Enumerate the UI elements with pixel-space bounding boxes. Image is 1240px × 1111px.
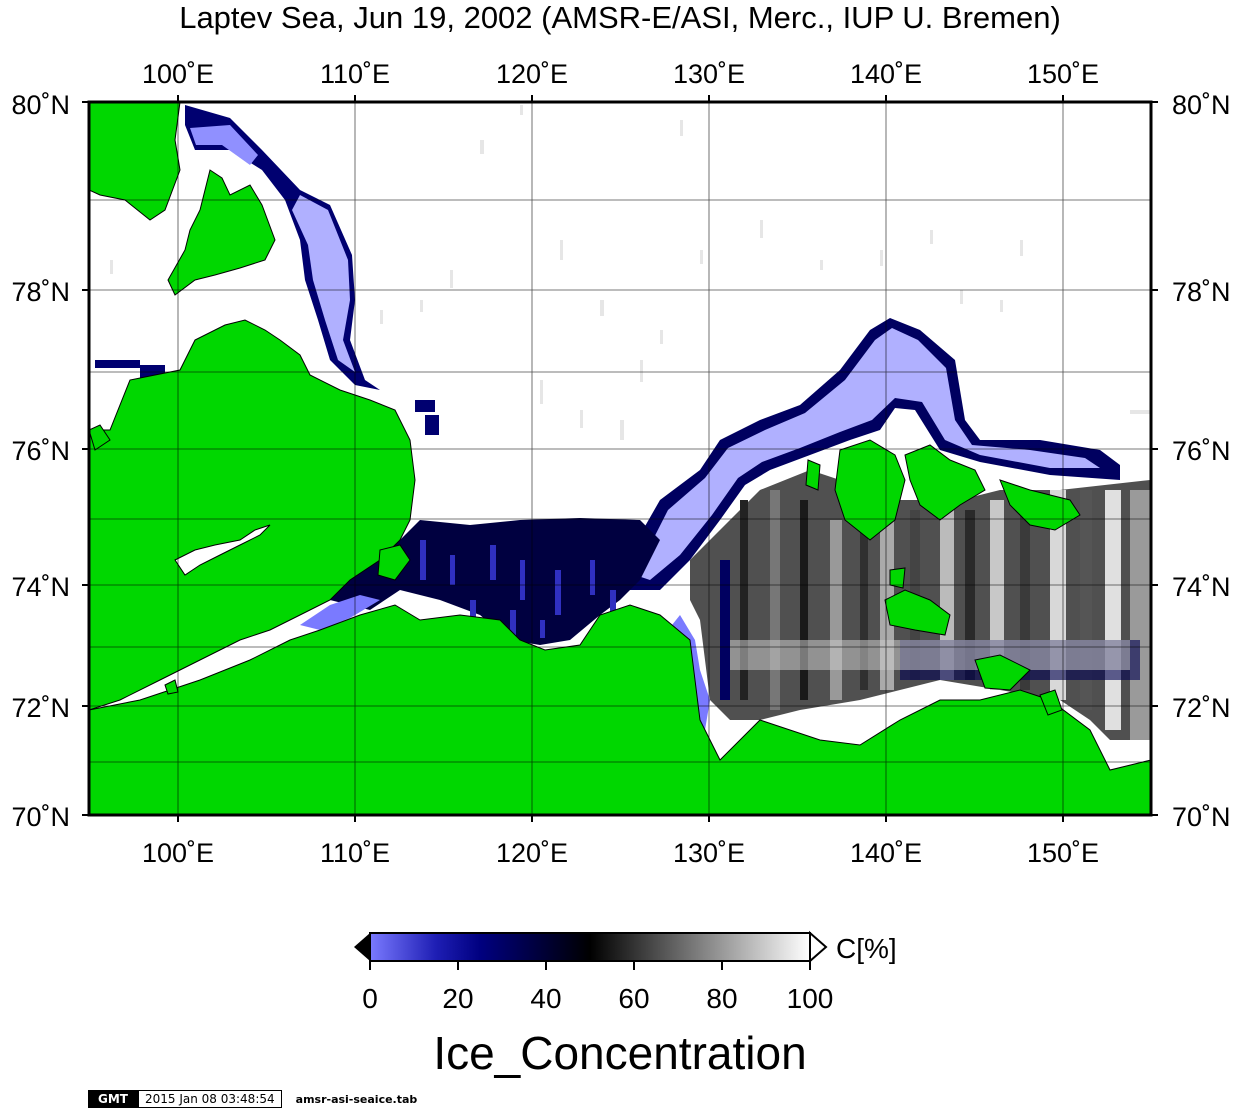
colorbar-gradient — [369, 932, 811, 962]
lat-label: 74˚N — [11, 572, 70, 602]
land-taymyr-lake — [174, 524, 271, 576]
lat-label: 72˚N — [11, 693, 70, 723]
land-islet-6 — [974, 654, 1031, 691]
lon-label: 100˚E — [142, 59, 214, 89]
land-severnaya-zemlya-west — [89, 102, 181, 221]
colorbar-low-triangle — [354, 933, 370, 961]
colorbar-tick-label: 40 — [530, 983, 561, 1014]
ice-low-west — [292, 195, 355, 372]
land-islet-2 — [889, 567, 906, 589]
timestamp-text: 2015 Jan 08 03:48:54 — [137, 1090, 282, 1108]
ice-shelf-central — [330, 518, 660, 645]
ice-low-shelf-west — [300, 595, 380, 630]
land-islet-3 — [377, 544, 411, 581]
colorbar-tick-label: 60 — [618, 983, 649, 1014]
lon-label: 110˚E — [320, 838, 390, 868]
lat-label: 78˚N — [11, 277, 70, 307]
colorbar-tick-label: 100 — [787, 983, 834, 1014]
source-filename: amsr-asi-seaice.tab — [295, 1092, 418, 1106]
colorbar-tick-label: 0 — [362, 983, 378, 1014]
lat-label: 70˚N — [11, 802, 70, 832]
colorbar-high-triangle — [809, 930, 828, 964]
colorbar-unit-label: C[%] — [836, 933, 897, 964]
gmt-timestamp: GMT 2015 Jan 08 03:48:54 amsr-asi-seaice… — [88, 1090, 417, 1108]
colorbar-tick-label: 20 — [442, 983, 473, 1014]
land-faddeyevsky — [999, 479, 1081, 531]
lat-label: 70˚N — [1172, 802, 1231, 832]
land-new-siberia-island — [904, 444, 986, 521]
ice-low-west-top — [190, 125, 258, 165]
lon-label: 120˚E — [496, 838, 568, 868]
lon-label: 140˚E — [850, 838, 922, 868]
gmt-logo: GMT — [88, 1090, 138, 1108]
land-taymyr — [89, 319, 416, 711]
lon-labels-bottom: 100˚E 110˚E 120˚E 130˚E 140˚E 150˚E — [142, 838, 1099, 868]
lon-label: 110˚E — [320, 59, 390, 89]
lat-label: 78˚N — [1172, 277, 1231, 307]
colorbar-ticks — [369, 961, 811, 970]
lat-label: 80˚N — [1172, 90, 1231, 120]
colorbar-tick-label: 80 — [706, 983, 737, 1014]
lat-labels-right: 80˚N 78˚N 76˚N 74˚N 72˚N 70˚N — [1172, 90, 1231, 832]
lat-label: 72˚N — [1172, 693, 1231, 723]
map-title: Laptev Sea, Jun 19, 2002 (AMSR-E/ASI, Me… — [179, 0, 1061, 35]
lat-label: 74˚N — [1172, 572, 1231, 602]
lon-labels-top: 100˚E 110˚E 120˚E 130˚E 140˚E 150˚E — [142, 59, 1099, 89]
colorbar: 0 20 40 60 80 100 C[%] — [354, 930, 897, 1014]
land-islet-7 — [1039, 689, 1063, 716]
land-islet-1 — [805, 459, 821, 491]
land-bolshevik-island — [167, 169, 276, 296]
colorbar-tick-labels: 0 20 40 60 80 100 — [362, 983, 833, 1014]
lat-labels-left: 80˚N 78˚N 76˚N 74˚N 72˚N 70˚N — [11, 90, 70, 832]
ice-texture-north — [110, 105, 1150, 440]
land-kotelny-island — [834, 439, 906, 541]
map-area — [89, 102, 1151, 815]
lat-label: 76˚N — [11, 436, 70, 466]
lon-label: 140˚E — [850, 59, 922, 89]
lon-label: 100˚E — [142, 838, 214, 868]
colorbar-title: Ice_Concentration — [433, 1027, 807, 1079]
land-islet-4 — [89, 424, 111, 451]
ice-shelf-central-texture — [420, 540, 616, 638]
lon-label: 120˚E — [496, 59, 568, 89]
map-frame — [87, 100, 1153, 817]
ice-tongue-east-low — [635, 328, 1100, 580]
lon-label: 150˚E — [1027, 59, 1099, 89]
land-bolshoy-lyakhovsky — [884, 589, 951, 636]
lat-label: 76˚N — [1172, 436, 1231, 466]
lat-label: 80˚N — [11, 90, 70, 120]
frame-ticks — [82, 95, 1158, 822]
land — [89, 102, 1151, 815]
graticule — [89, 102, 1151, 815]
lon-label: 130˚E — [673, 838, 745, 868]
sea-ice-layer — [95, 105, 1151, 740]
lon-label: 150˚E — [1027, 838, 1099, 868]
lon-label: 130˚E — [673, 59, 745, 89]
